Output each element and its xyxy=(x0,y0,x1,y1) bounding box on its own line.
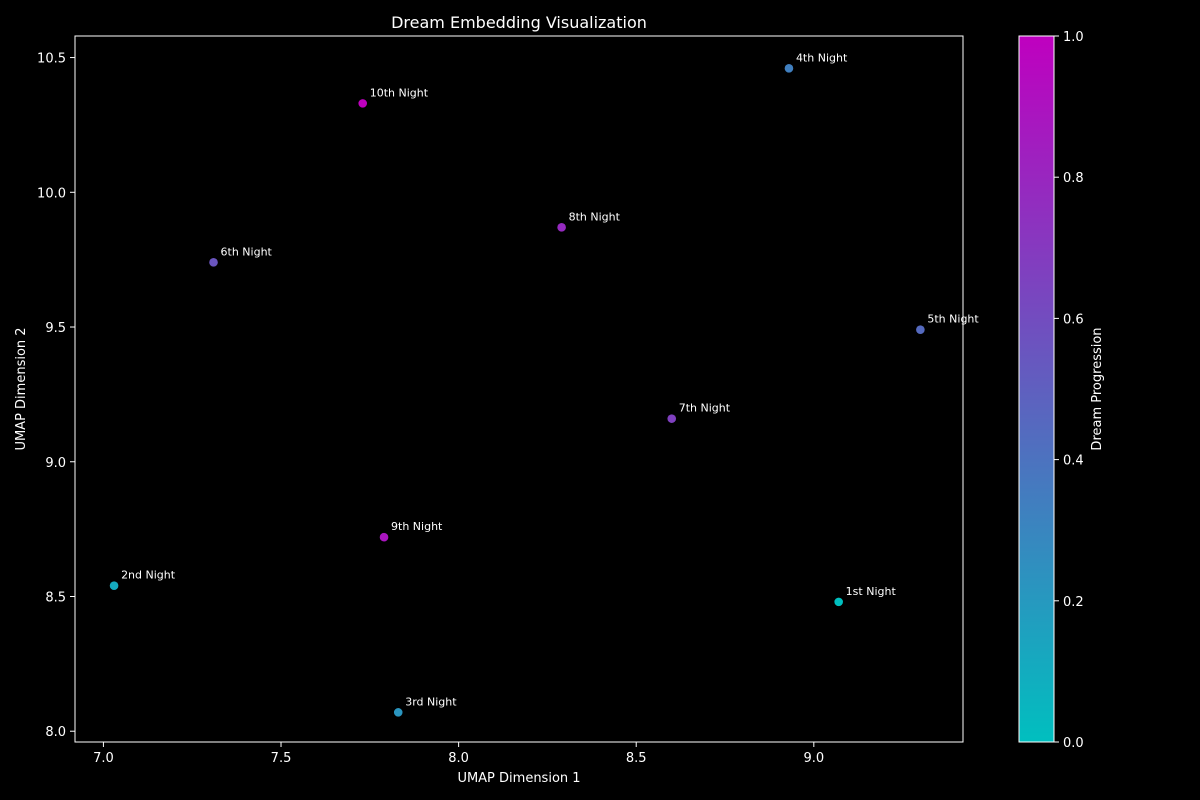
chart-title: Dream Embedding Visualization xyxy=(391,13,647,32)
data-point xyxy=(209,258,218,267)
data-point xyxy=(379,532,389,542)
colorbar-tick-label: 0.0 xyxy=(1063,736,1084,751)
point-annotation: 8th Night xyxy=(569,210,621,223)
point-annotation: 5th Night xyxy=(927,313,979,326)
colorbar: 0.0 0.2 0.4 0.6 0.8 1.0 Dream Progression xyxy=(1018,30,1105,751)
x-axis-ticks: 7.0 7.5 8.0 8.5 9.0 xyxy=(93,742,824,766)
colorbar-tick-label: 1.0 xyxy=(1063,30,1084,45)
point-annotation: 7th Night xyxy=(679,402,731,415)
y-axis-label: UMAP Dimension 2 xyxy=(14,327,29,450)
data-point xyxy=(393,708,403,717)
x-tick-label: 9.0 xyxy=(803,751,824,766)
point-annotation: 3rd Night xyxy=(405,695,457,708)
data-point xyxy=(109,581,119,591)
point-annotation: 2nd Night xyxy=(121,569,176,582)
y-tick-label: 8.5 xyxy=(45,590,66,605)
colorbar-tick-label: 0.4 xyxy=(1063,454,1084,469)
x-axis-label: UMAP Dimension 1 xyxy=(457,771,580,786)
colorbar-tick-label: 0.6 xyxy=(1063,312,1084,327)
colorbar-tick-label: 0.2 xyxy=(1063,595,1084,610)
colorbar-ticks: 0.0 0.2 0.4 0.6 0.8 1.0 xyxy=(1054,30,1084,751)
point-annotation: 10th Night xyxy=(370,86,429,99)
y-axis-ticks: 8.0 8.5 9.0 9.5 10.0 10.5 xyxy=(37,52,75,740)
x-tick-label: 7.0 xyxy=(93,751,114,766)
y-tick-label: 8.0 xyxy=(45,725,66,740)
data-point xyxy=(784,64,794,73)
x-tick-label: 7.5 xyxy=(271,751,292,766)
point-annotation: 4th Night xyxy=(796,51,848,64)
data-point xyxy=(916,325,925,335)
data-point xyxy=(557,223,566,232)
x-tick-label: 8.5 xyxy=(626,751,647,766)
y-tick-label: 10.5 xyxy=(37,52,66,67)
data-point xyxy=(667,414,677,423)
data-point xyxy=(358,99,368,108)
point-annotation: 9th Night xyxy=(391,520,443,533)
y-tick-label: 9.0 xyxy=(45,456,66,471)
plot-area: 1st Night 2nd Night 3rd Night 4th Night 5th … xyxy=(109,51,979,717)
colorbar-tick-label: 0.8 xyxy=(1063,171,1084,186)
x-tick-label: 8.0 xyxy=(448,751,469,766)
point-annotation: 6th Night xyxy=(221,245,273,258)
y-tick-label: 10.0 xyxy=(37,186,66,201)
plot-frame xyxy=(74,35,964,743)
colorbar-gradient xyxy=(1018,35,1055,743)
colorbar-label: Dream Progression xyxy=(1090,327,1105,450)
data-point xyxy=(834,597,843,607)
point-annotation: 1st Night xyxy=(846,585,897,598)
y-tick-label: 9.5 xyxy=(45,321,66,336)
